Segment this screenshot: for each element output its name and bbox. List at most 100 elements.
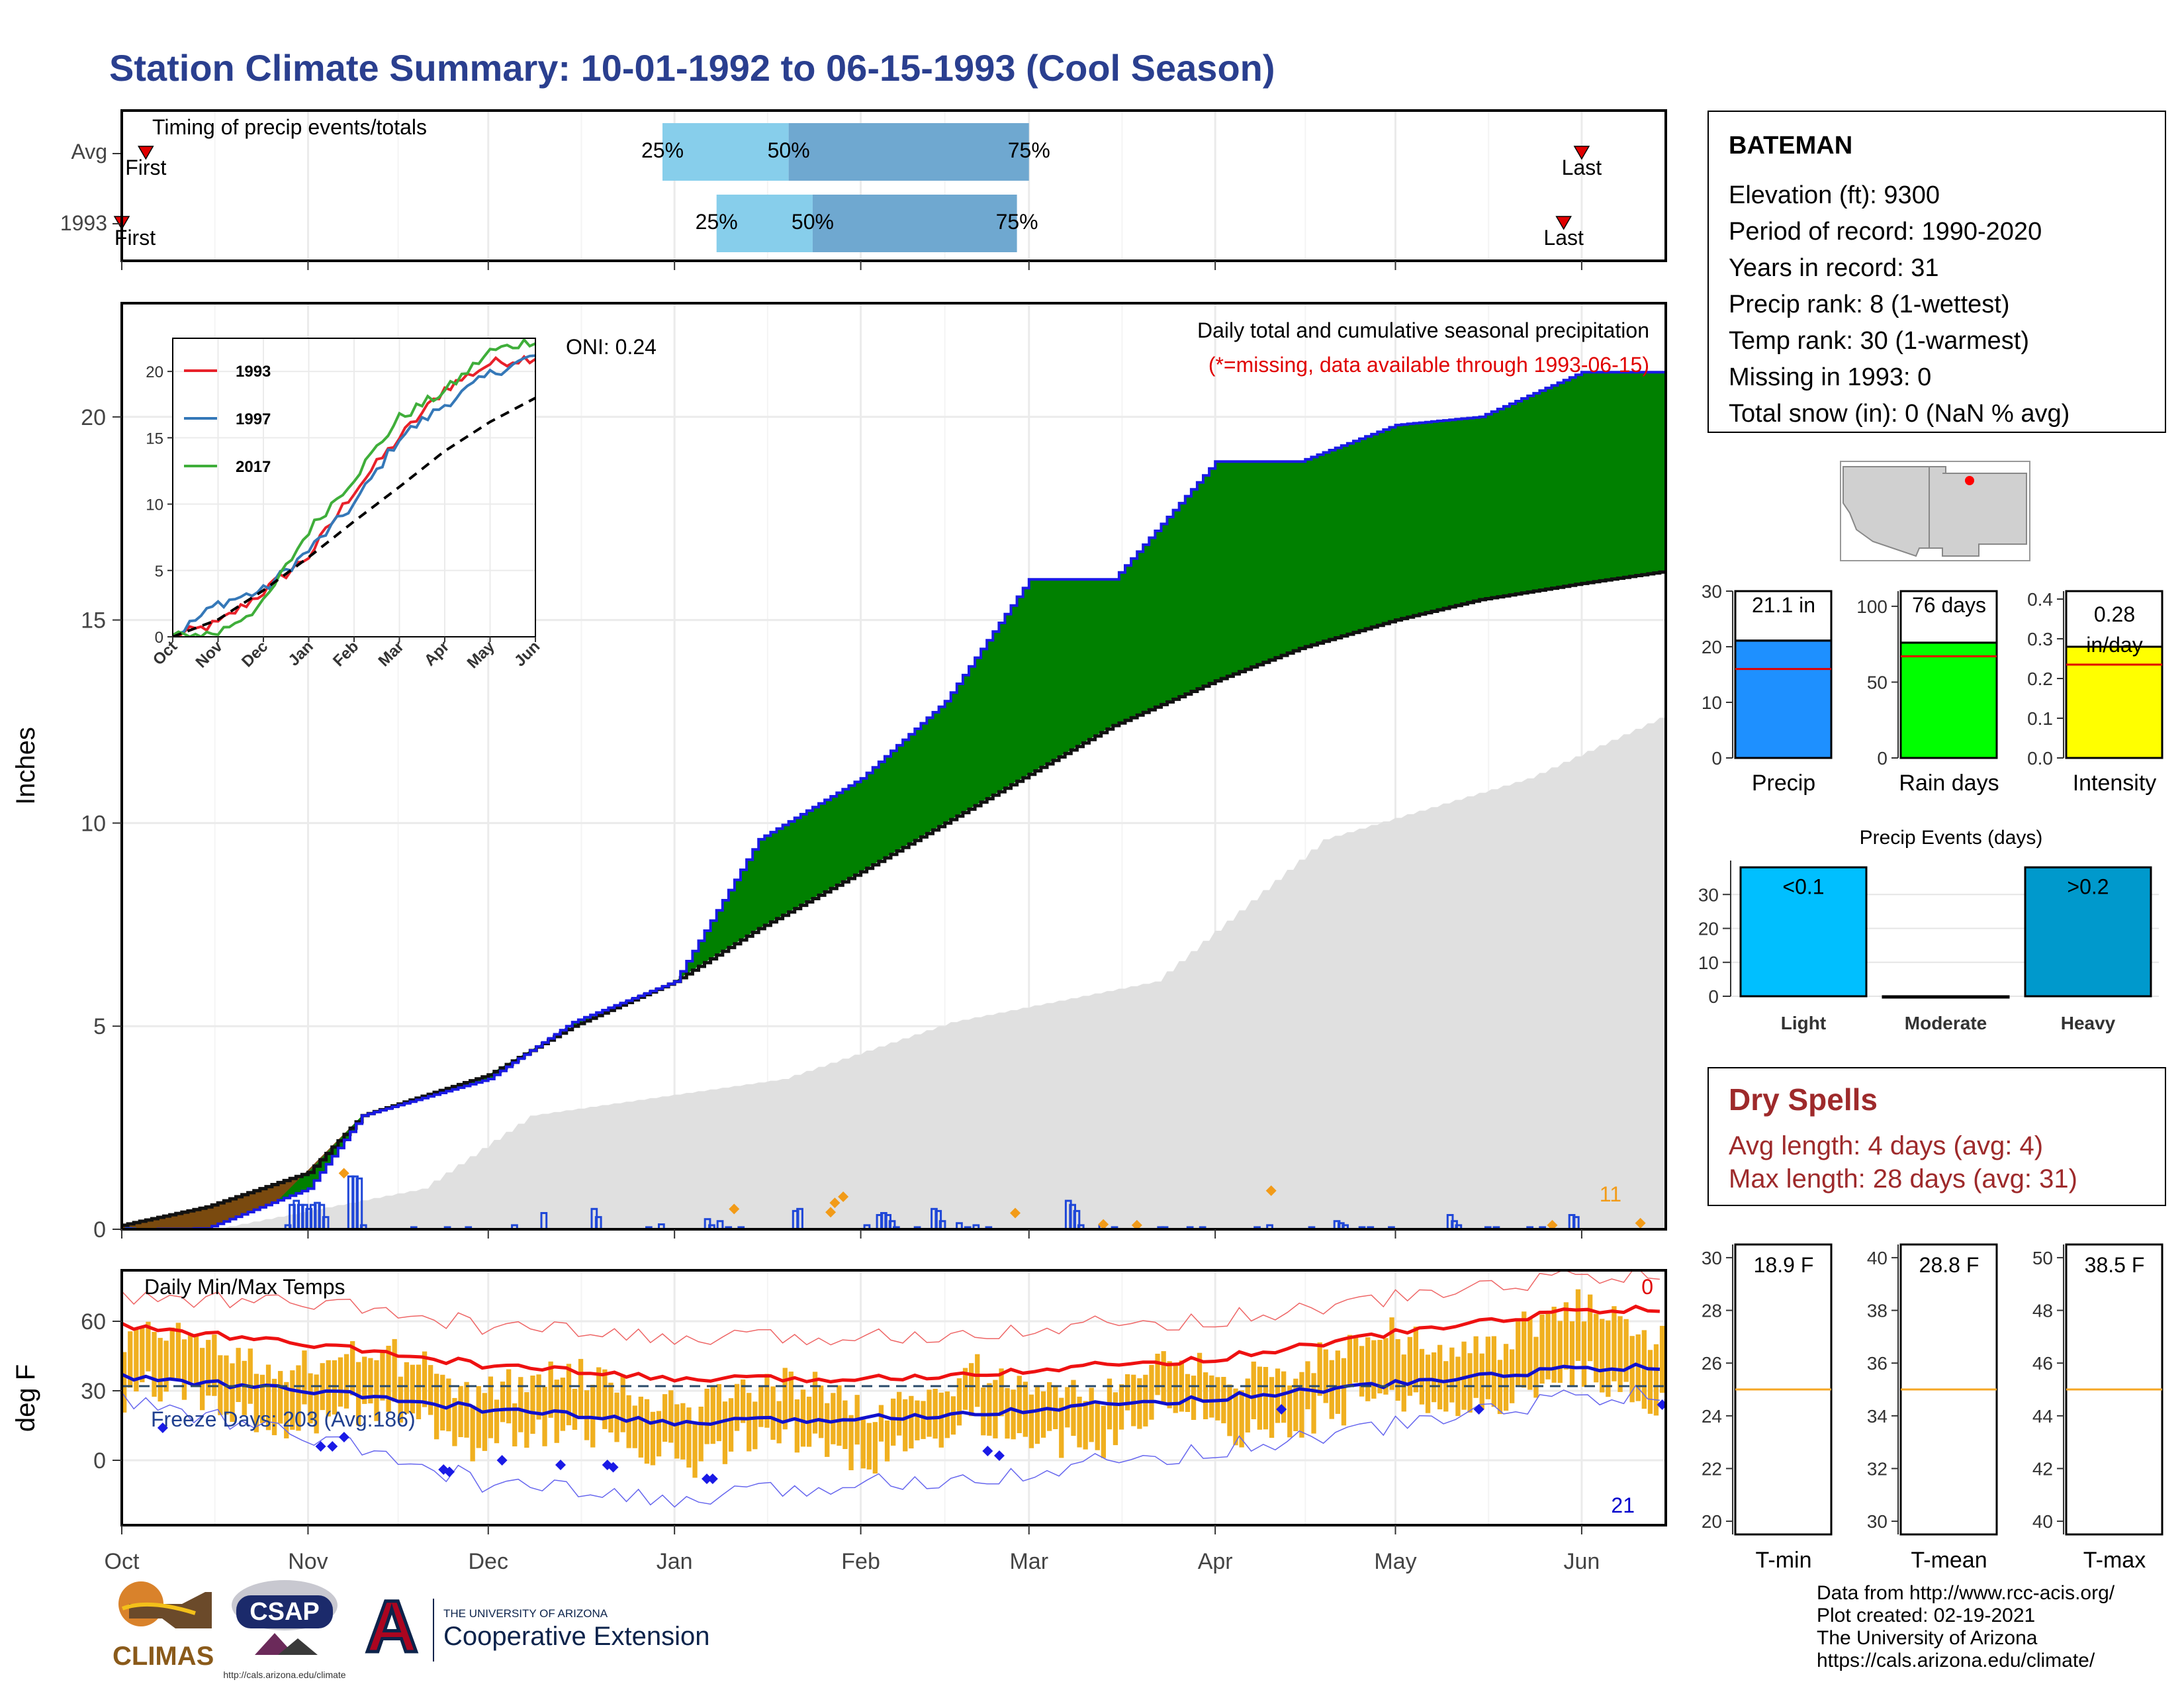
daily-temp-bar [440, 1374, 445, 1430]
daily-temp-bar [1161, 1351, 1166, 1404]
daily-temp-bar [674, 1404, 680, 1459]
daily-temp-bar [1419, 1348, 1425, 1405]
daily-temp-bar [572, 1389, 578, 1430]
record-low-marker [157, 1423, 168, 1433]
record-low-marker [338, 1432, 349, 1442]
record-min-line [122, 1384, 1660, 1508]
page-title: Station Climate Summary: 10-01-1992 to 0… [109, 47, 1275, 89]
daily-precip-bar [972, 1224, 980, 1229]
daily-temp-bar [602, 1369, 608, 1429]
average-min-line [122, 1362, 1660, 1427]
daily-temp-bar [1659, 1325, 1665, 1393]
record-low-marker [1657, 1399, 1666, 1410]
daily-temp-bar [909, 1395, 914, 1449]
y-tick-label: 20 [81, 405, 106, 430]
daily-temp-bar [1118, 1384, 1124, 1430]
daily-temp-bar [230, 1363, 235, 1422]
daily-temp-bar [1341, 1358, 1347, 1426]
daily-precip-bar [956, 1222, 963, 1229]
daily-temp-bar [1167, 1361, 1172, 1409]
daily-temp-bar [518, 1377, 523, 1432]
daily-temp-bar [915, 1400, 920, 1440]
temp-summary-value: 28.8 F [1919, 1253, 1979, 1277]
daily-temp-bar [404, 1362, 409, 1414]
temp-summary-y-tick-label: 30 [1702, 1248, 1722, 1268]
temp-summary-y-tick-label: 34 [1867, 1406, 1888, 1427]
events-bar-text: <0.1 [1782, 874, 1824, 898]
record-low-marker [608, 1462, 619, 1473]
inset-series-line-2017 [173, 338, 535, 637]
daily-temp-bar [686, 1407, 692, 1468]
daily-temp-bar [812, 1372, 818, 1434]
daily-temp-bar [524, 1392, 529, 1448]
station-years: Years in record: 31 [1729, 254, 1939, 282]
daily-temp-bar [410, 1364, 415, 1414]
daily-temp-bar [1028, 1394, 1034, 1448]
daily-temp-bar [668, 1390, 674, 1443]
ua-logo-small-text: THE UNIVERSITY OF ARIZONA [443, 1607, 608, 1620]
trace-precip-marker [1098, 1219, 1109, 1229]
daily-temp-bar [927, 1389, 932, 1437]
daily-temp-bar [1251, 1361, 1256, 1419]
daily-precip-bar [355, 1177, 363, 1229]
daily-temp-bar [452, 1397, 457, 1446]
credits: Data from http://www.rcc-acis.org/ Plot … [1817, 1582, 2115, 1672]
events-bar [2024, 866, 2152, 998]
daily-temp-bar [1395, 1339, 1400, 1401]
daily-temp-bar [1257, 1366, 1262, 1430]
daily-temp-bar [566, 1364, 572, 1426]
temp-summary-label: T-max [2083, 1548, 2146, 1573]
daily-temp-bar [1293, 1378, 1298, 1431]
daily-temp-bar [296, 1365, 301, 1431]
daily-temp-bar [897, 1391, 902, 1436]
daily-temp-bar [464, 1382, 469, 1438]
daily-temp-bar [530, 1376, 535, 1434]
daily-precip-bar [359, 1224, 367, 1229]
daily-temp-bar [1569, 1321, 1575, 1386]
temp-summary-label: T-min [1756, 1548, 1812, 1573]
summary-bar-frame [2065, 590, 2163, 648]
daily-temp-bar [308, 1373, 313, 1424]
daily-temp-bar [1125, 1374, 1130, 1411]
daily-temp-bar [1059, 1397, 1064, 1458]
dry-spells-max: Max length: 28 days (avg: 31) [1729, 1164, 2077, 1194]
daily-temp-bar [1623, 1319, 1629, 1382]
daily-temp-bar [1581, 1321, 1587, 1387]
csap-logo-text: CSAP [250, 1598, 320, 1626]
station-missing: Missing in 1993: 0 [1729, 363, 1932, 391]
daily-temp-bar [1227, 1384, 1232, 1436]
daily-precip-bar [1455, 1224, 1463, 1229]
timing-label-50: 50% [768, 138, 810, 162]
timing-label-50: 50% [792, 210, 834, 234]
record-low-marker [327, 1441, 338, 1452]
daily-temp-bar [1425, 1354, 1431, 1413]
daily-temp-bar [253, 1374, 259, 1432]
daily-temp-bar [278, 1371, 283, 1424]
daily-temp-bar [632, 1405, 637, 1448]
timing-marker-last [1573, 146, 1590, 160]
summary-bar-value [1899, 641, 1998, 759]
daily-precip-bar [1266, 1224, 1273, 1229]
daily-temp-bar [1635, 1334, 1641, 1401]
record-low-marker [993, 1450, 1005, 1461]
trace-precip-marker [829, 1197, 841, 1209]
daily-temp-bar [386, 1346, 391, 1412]
summary-y-tick-label: 20 [1702, 637, 1722, 657]
events-y-tick-label: 20 [1698, 919, 1719, 939]
logo-strip: CLIMAS CSAP http://cals.arizona.edu/clim… [113, 1580, 709, 1680]
daily-temp-bar [650, 1411, 656, 1466]
station-elevation: Elevation (ft): 9300 [1729, 181, 1940, 209]
cumulative-precip-surplus-area [122, 372, 1666, 1229]
daily-temp-bar [1600, 1319, 1605, 1393]
y-tick-label: 0 [93, 1217, 106, 1243]
daily-temp-bar [848, 1415, 854, 1470]
daily-temp-bar [1323, 1349, 1328, 1403]
daily-temp-bar [1215, 1377, 1220, 1421]
temp-summary-y-tick-label: 32 [1867, 1458, 1888, 1479]
month-tick-label: Mar [1009, 1549, 1048, 1574]
daily-temp-bar [921, 1401, 926, 1439]
daily-temp-bar [758, 1385, 764, 1427]
daily-temp-bar [146, 1321, 151, 1372]
daily-temp-bar [470, 1405, 475, 1462]
month-tick-label: Jun [1563, 1549, 1600, 1574]
